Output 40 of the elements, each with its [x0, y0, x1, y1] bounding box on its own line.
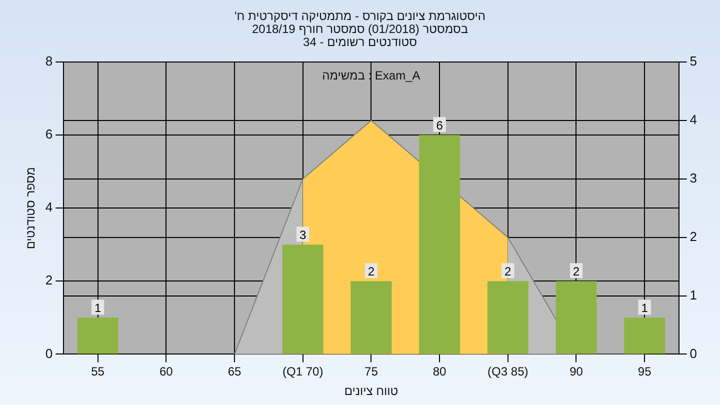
x-tick-label: 95 — [638, 364, 652, 379]
data-label: 1 — [94, 300, 102, 315]
bar — [487, 281, 528, 354]
y2-tick-label: 5 — [690, 54, 698, 69]
bar — [350, 281, 392, 354]
bar — [282, 244, 324, 354]
x-tick-label: (Q3 85) — [488, 364, 528, 379]
data-label: 1 — [641, 300, 648, 315]
y2-tick-label: 2 — [690, 228, 698, 244]
text: בסמסטר (01/2018) סמסטר חורף 2018/19 — [252, 22, 468, 36]
bar — [624, 318, 666, 354]
x-tick-label: 90 — [570, 364, 584, 379]
x-axis-title: טווח ציונים — [344, 384, 398, 398]
x-tick-label: (Q1 70) — [282, 364, 324, 379]
y2-tick-label: 1 — [690, 287, 698, 302]
y-tick-label: 8 — [45, 54, 53, 69]
annotation: במשימה : Exam_A — [322, 68, 420, 82]
data-label: 3 — [300, 228, 307, 242]
x-tick-label: 60 — [159, 364, 174, 379]
x-tick-label: 55 — [91, 364, 105, 379]
y-tick-label: 2 — [45, 272, 53, 288]
bar — [77, 318, 118, 354]
x-tick-label: 80 — [432, 364, 447, 379]
chart-title: היסטוגרמת ציונים בקורס - מתמטיקה דיסקרטית ח' — [234, 9, 486, 23]
x-tick-label: 75 — [364, 364, 378, 379]
data-label: 2 — [368, 264, 375, 278]
text: סטודנטים רשומים - 34 — [303, 35, 417, 49]
data-label: 2 — [572, 264, 580, 278]
y2-tick-label: 3 — [690, 170, 698, 186]
y2-tick-label: 4 — [690, 112, 698, 128]
x-tick-label: 65 — [228, 364, 242, 379]
y-tick-label: 4 — [45, 200, 53, 215]
y-tick-label: 0 — [45, 346, 53, 361]
bar — [556, 281, 597, 354]
data-label: 2 — [504, 264, 512, 278]
data-label: 6 — [436, 118, 444, 132]
y2-tick-label: 0 — [690, 346, 698, 361]
bar — [419, 135, 460, 354]
y-axis-title: מספר סטודנטים — [24, 167, 38, 250]
y-tick-label: 6 — [45, 126, 53, 142]
